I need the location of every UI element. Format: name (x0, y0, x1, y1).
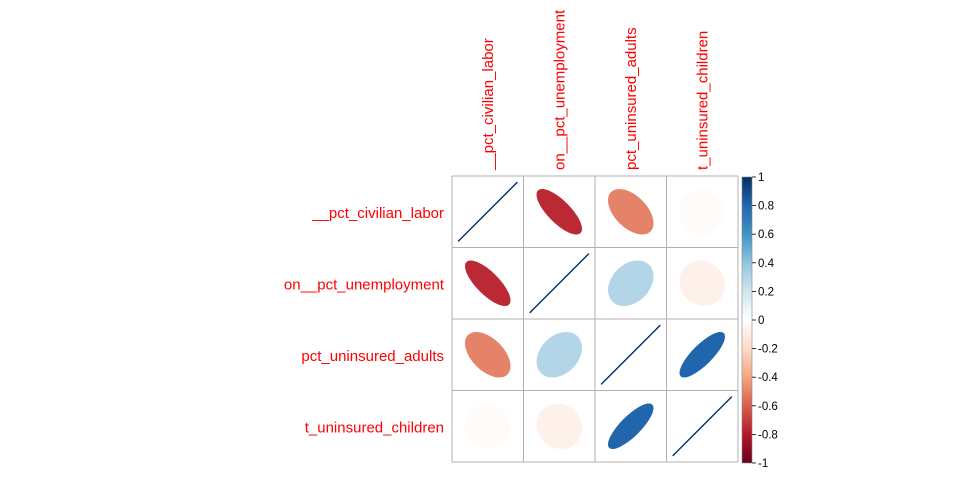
colorbar-tick-label: 0.6 (758, 229, 774, 241)
corr-cell-r1-c3 (607, 188, 654, 235)
colorbar-tick-label: 0 (758, 315, 764, 327)
colorbar-tick-label: 0.2 (758, 286, 774, 298)
colorbar-tick-label: -0.4 (758, 372, 778, 384)
corr-ellipse (536, 188, 583, 235)
corr-cell-r3-c3 (600, 324, 661, 385)
colorbar-gradient (741, 176, 753, 464)
colorbar-tick-label: -0.2 (758, 344, 778, 356)
corr-ellipse (600, 324, 661, 385)
column-label: __pct_civilian_labor (480, 38, 497, 171)
corr-cell-r3-c1 (464, 331, 511, 378)
corr-ellipse (536, 403, 583, 450)
column-label: t_uninsured_children (694, 31, 711, 170)
corr-ellipse (679, 188, 726, 235)
corr-cell-r4-c2 (536, 403, 583, 450)
corr-cell-r4-c4 (672, 396, 733, 457)
row-label: t_uninsured_children (305, 419, 444, 436)
colorbar-tick-label: 0.4 (758, 258, 775, 270)
corr-cell-r1-c1 (457, 181, 518, 242)
corr-ellipse (464, 260, 511, 307)
corr-ellipse (607, 188, 654, 235)
corr-ellipse (607, 260, 654, 307)
column-label: pct_uninsured_adults (623, 27, 640, 170)
row-labels: __pct_civilian_labor on__pct_unemployment… (284, 205, 445, 437)
corr-cell-r2-c2 (529, 253, 590, 314)
row-label: __pct_civilian_labor (311, 205, 444, 222)
row-label: pct_uninsured_adults (301, 348, 444, 365)
corr-ellipse (529, 253, 590, 314)
matrix-cells (457, 181, 733, 457)
corr-cell-r3-c4 (679, 331, 726, 378)
corr-ellipse (607, 403, 654, 450)
column-labels: __pct_civilian_labor on__pct_unemployment… (480, 9, 712, 171)
colorbar-tick-label: 0.8 (758, 201, 774, 213)
corr-ellipse (679, 260, 726, 307)
corr-ellipse (457, 181, 518, 242)
corr-cell-r4-c1 (464, 403, 511, 450)
corr-ellipse (464, 403, 511, 450)
corr-ellipse (672, 396, 733, 457)
column-label: on__pct_unemployment (551, 9, 568, 170)
corr-cell-r3-c2 (536, 331, 583, 378)
corr-ellipse (464, 331, 511, 378)
colorbar-tick-label: -0.8 (758, 429, 778, 441)
colorbar-tick-label: 1 (758, 172, 764, 184)
colorbar: 1 0.8 0.6 0.4 0.2 0 -0.2 -0.4 -0.6 -0.8 -1 (741, 172, 778, 470)
corr-cell-r4-c3 (607, 403, 654, 450)
corr-cell-r2-c4 (679, 260, 726, 307)
matrix-grid (451, 175, 739, 463)
corr-cell-r2-c3 (607, 260, 654, 307)
row-label: on__pct_unemployment (284, 276, 445, 293)
corr-ellipse (536, 331, 583, 378)
corr-cell-r1-c4 (679, 188, 726, 235)
corr-cell-r2-c1 (464, 260, 511, 307)
colorbar-tick-label: -0.6 (758, 401, 778, 413)
colorbar-tick-label: -1 (758, 458, 768, 470)
corr-cell-r1-c2 (536, 188, 583, 235)
corr-ellipse (679, 331, 726, 378)
